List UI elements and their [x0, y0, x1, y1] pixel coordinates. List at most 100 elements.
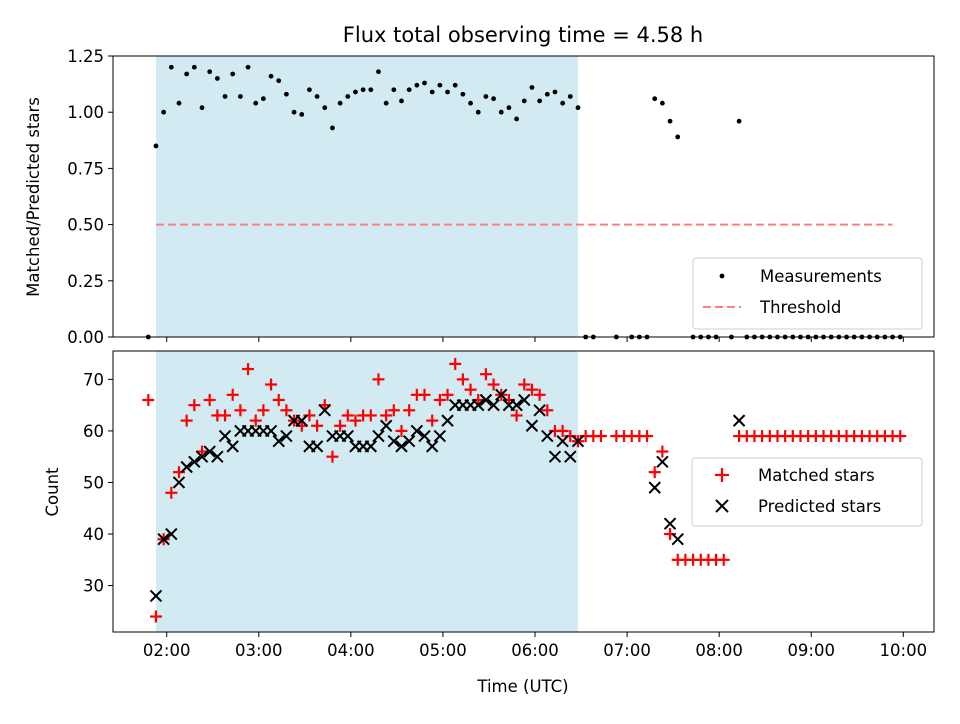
matched-star-point	[311, 419, 324, 432]
matched-star-point	[594, 430, 607, 443]
predicted-star-point	[218, 429, 232, 443]
bottom-y-tick-label: 60	[83, 422, 104, 441]
predicted-point-b	[149, 589, 163, 603]
predicted-star-point	[165, 527, 178, 541]
matched-star-point	[648, 466, 661, 479]
predicted-star-point	[272, 435, 285, 448]
matched-star-point	[180, 414, 193, 427]
measurement-point	[422, 80, 427, 86]
measurement-point	[383, 100, 389, 106]
measurement-point	[337, 100, 343, 106]
predicted-star-point	[518, 393, 531, 407]
matched-star-point	[533, 388, 546, 401]
predicted-point-b	[387, 435, 401, 448]
matched-star-point	[203, 393, 216, 406]
predicted-star-point	[157, 532, 170, 546]
top-y-tick-label: 0.25	[67, 272, 104, 291]
matched-star-point	[518, 378, 531, 391]
predicted-point-b	[472, 398, 485, 412]
matched-star-point	[433, 393, 446, 406]
bottom-y-axis-label: Count	[43, 467, 62, 517]
matched-star-point	[265, 378, 278, 391]
bottom-x-tick-label: 04:00	[327, 641, 375, 660]
predicted-star-point	[203, 445, 216, 458]
predicted-point-b	[425, 440, 439, 453]
bottom-y-tick-label: 50	[83, 473, 104, 492]
bottom-y-axis-ticks: 30 40 50 60 70	[83, 370, 113, 596]
measurement-point	[521, 98, 527, 104]
matched-star-point	[479, 368, 492, 381]
predicted-point-b	[180, 460, 193, 474]
measurement-point	[414, 82, 420, 88]
predicted-star-point	[425, 440, 439, 453]
top-shaded-region	[155, 56, 578, 337]
measurement-point	[245, 64, 251, 70]
legend-predicted-label: Predicted stars	[758, 497, 881, 516]
predicted-star-point	[372, 429, 385, 443]
bottom-plot-frame	[112, 350, 935, 633]
matched-star-point	[380, 409, 393, 422]
predicted-star-point	[571, 435, 585, 448]
measurement-point	[567, 94, 573, 99]
predicted-point-b	[372, 429, 385, 443]
predicted-point-b	[656, 455, 669, 469]
predicted-point-b	[418, 429, 431, 443]
top-y-tick-label: 0.00	[67, 328, 104, 347]
matched-star-point	[341, 409, 354, 422]
measurement-point	[437, 82, 443, 88]
predicted-star-point	[556, 435, 569, 448]
measurement-point	[268, 73, 274, 79]
predicted-star-point	[318, 404, 331, 417]
measurement-point	[506, 105, 512, 111]
measurement-point	[184, 71, 190, 77]
matched-star-point	[249, 414, 262, 427]
predicted-point-b	[341, 429, 354, 443]
matched-star-point	[449, 357, 462, 370]
matched-star-point	[349, 414, 362, 427]
matched-star-point	[564, 430, 577, 443]
matched-star-point	[464, 383, 477, 396]
measurement-point	[406, 87, 412, 93]
predicted-star-point	[487, 398, 500, 412]
matched-star-point	[219, 409, 232, 422]
predicted-point-b	[310, 440, 324, 453]
measurement-point	[191, 64, 197, 70]
matched-star-point	[395, 424, 408, 437]
matched-star-point	[894, 430, 907, 443]
predicted-star-point	[211, 450, 224, 463]
bottom-legend-box	[691, 457, 923, 527]
measurement-point	[736, 118, 742, 124]
predicted-point-b	[556, 435, 569, 448]
predicted-point-b	[395, 440, 408, 453]
predicted-point-b	[203, 445, 216, 458]
top-observing-span	[155, 56, 578, 337]
measurement-point	[260, 96, 266, 102]
top-y-tick-label: 1.25	[67, 47, 104, 66]
matched-star-point	[242, 363, 255, 376]
measurement-point	[153, 143, 159, 149]
top-y-tick-label: 0.50	[67, 216, 104, 235]
predicted-star-point	[548, 450, 562, 463]
measurements-series	[145, 64, 903, 340]
bottom-x-tick-label: 03:00	[235, 641, 283, 660]
matched-star-point	[226, 388, 239, 401]
predicted-point-b	[571, 435, 585, 448]
measurement-point	[675, 134, 681, 140]
top-y-axis-ticks: 0.00 0.25 0.50 0.75 1.00 1.25	[67, 47, 113, 347]
matched-star-point	[149, 610, 162, 623]
measurement-point	[544, 91, 550, 97]
predicted-star-point	[732, 414, 746, 427]
predicted-star-point	[149, 589, 163, 603]
matched-star-point	[403, 404, 416, 417]
legend-predicted-marker	[715, 499, 729, 513]
bottom-observing-span	[155, 351, 578, 632]
predicted-star-point	[395, 440, 408, 453]
predicted-point-b	[441, 414, 454, 427]
predicted-star-point	[656, 455, 669, 469]
bottom-shaded-region	[155, 351, 578, 632]
measurement-point	[491, 96, 496, 102]
bottom-x-tick-label: 07:00	[603, 641, 651, 660]
matched-star-point	[234, 404, 247, 417]
predicted-star-point	[441, 414, 454, 427]
